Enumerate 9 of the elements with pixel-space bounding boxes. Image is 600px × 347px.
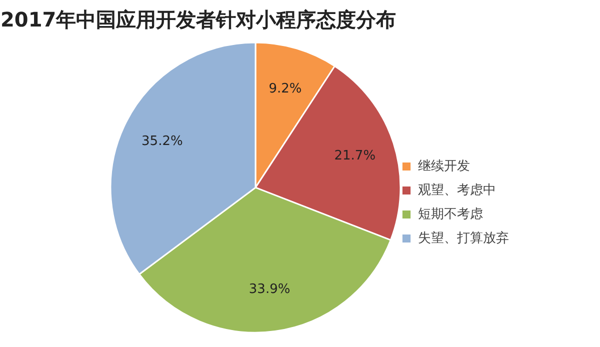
legend-label: 失望、打算放弃 — [418, 230, 509, 247]
data-label: 33.9% — [248, 282, 290, 298]
data-label: 35.2% — [142, 134, 183, 149]
legend-label: 观望、考虑中 — [418, 182, 496, 199]
chart-title: 2017年中国应用开发者针对小程序态度分布 — [0, 8, 396, 32]
legend-label: 继续开发 — [418, 158, 470, 175]
data-label: 21.7% — [334, 148, 376, 164]
legend-label: 短期不考虑 — [418, 206, 483, 223]
data-label: 9.2% — [268, 81, 302, 96]
